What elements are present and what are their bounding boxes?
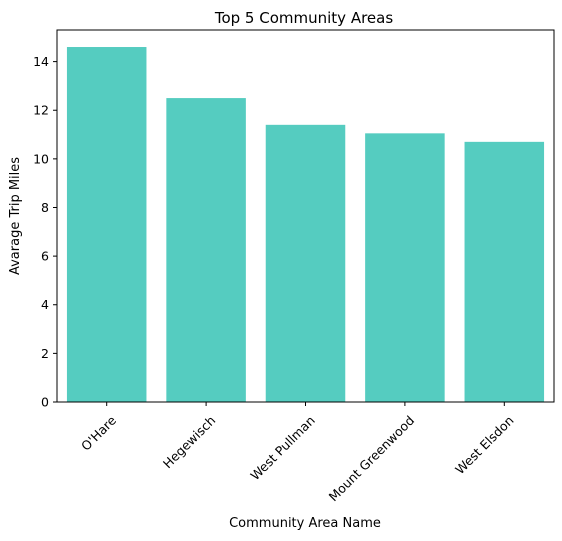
y-tick-label: 0	[41, 395, 49, 410]
y-tick-label: 12	[33, 103, 49, 118]
x-tick-label: Hegewisch	[160, 413, 218, 471]
x-tick-label: West Elsdon	[452, 413, 516, 477]
chart-title: Top 5 Community Areas	[214, 9, 393, 27]
bar-3	[365, 133, 445, 403]
bar-0	[66, 47, 147, 403]
bar-2	[265, 124, 346, 402]
y-axis: 0 2 4 6 8 10 12 14	[33, 54, 57, 410]
bars-group	[66, 47, 545, 403]
y-tick-label: 4	[41, 297, 49, 312]
x-tick-label: O'Hare	[78, 412, 119, 453]
y-tick-label: 14	[33, 54, 49, 69]
bar-4	[464, 141, 545, 402]
x-tick-label: West Pullman	[247, 413, 317, 483]
y-tick-label: 8	[41, 200, 49, 215]
y-tick-label: 10	[33, 151, 49, 166]
x-tick-label: Mount Greenwood	[326, 413, 418, 505]
bar-1	[166, 98, 246, 402]
y-tick-label: 2	[41, 346, 49, 361]
x-axis-label: Community Area Name	[229, 516, 381, 531]
y-axis-label: Avarage Trip Miles	[8, 157, 23, 275]
x-axis: O'Hare Hegewisch West Pullman Mount Greenwo…	[78, 402, 517, 504]
y-tick-label: 6	[41, 249, 49, 264]
